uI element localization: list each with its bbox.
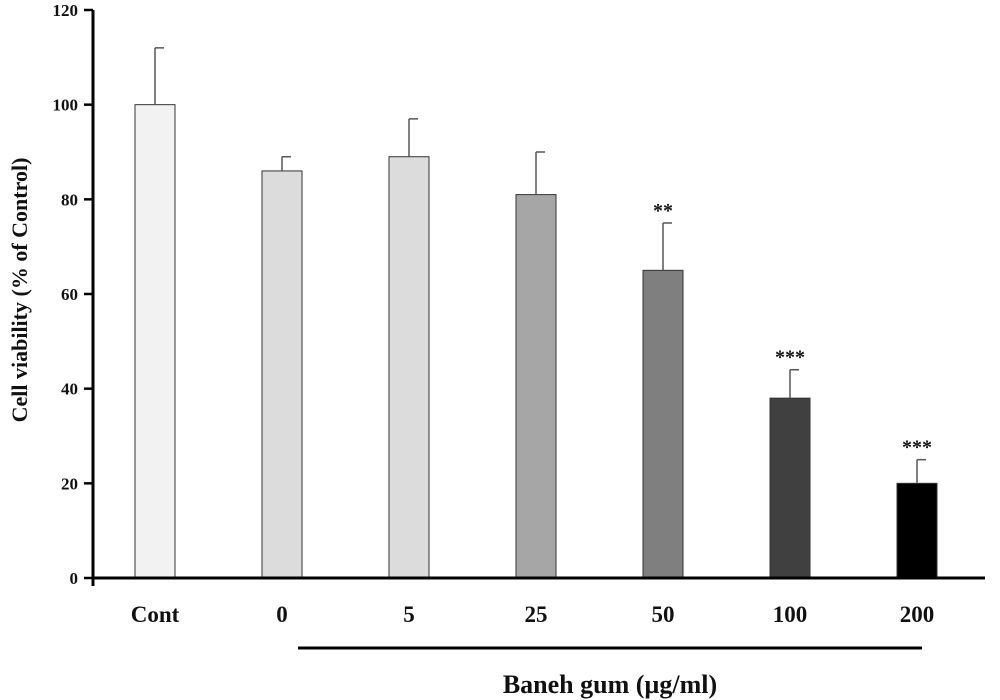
error-bar-25 (535, 151, 545, 195)
error-bar-5 (408, 118, 418, 157)
bar-25 (515, 194, 557, 579)
bar-Cont (134, 104, 176, 579)
error-bar-Cont (154, 47, 164, 105)
x-tick-label: 0 (276, 602, 288, 627)
x-tick-labels-group: Cont 0 5 25 50 100 200 (131, 602, 935, 627)
y-tick-label: 120 (53, 1, 79, 20)
significance-label: *** (902, 437, 932, 459)
x-axis-title: Baneh gum (µg/ml) (503, 670, 717, 699)
bar-5 (388, 156, 430, 579)
bar-200 (896, 482, 938, 579)
y-tick-label: 100 (53, 96, 79, 115)
error-bar-0 (281, 155, 291, 171)
x-tick-label: 200 (900, 602, 935, 627)
significance-label: *** (775, 347, 805, 369)
x-tick-label: 5 (403, 602, 415, 627)
y-axis-title: Cell viability (% of Control) (7, 158, 32, 423)
x-tick-label: 50 (652, 602, 675, 627)
y-tick-label: 80 (61, 190, 78, 209)
error-bar-50 (662, 222, 672, 271)
error-bars-group (154, 47, 926, 484)
x-tick-label: Cont (131, 602, 180, 627)
y-ticks-group: 0 20 40 60 80 100 120 (53, 1, 93, 588)
y-tick-label: 60 (61, 285, 78, 304)
bar-0 (261, 170, 303, 579)
error-bar-200 (916, 458, 926, 484)
significance-labels-group: ******** (653, 200, 932, 459)
x-tick-label: 25 (525, 602, 548, 627)
axes-group (91, 10, 985, 586)
bar-100 (769, 397, 811, 579)
x-tick-label: 100 (773, 602, 808, 627)
significance-label: ** (653, 200, 673, 222)
y-tick-label: 0 (70, 569, 79, 588)
y-tick-label: 40 (61, 380, 78, 399)
error-bar-100 (789, 368, 799, 399)
bar-50 (642, 269, 684, 579)
y-tick-label: 20 (61, 474, 78, 493)
